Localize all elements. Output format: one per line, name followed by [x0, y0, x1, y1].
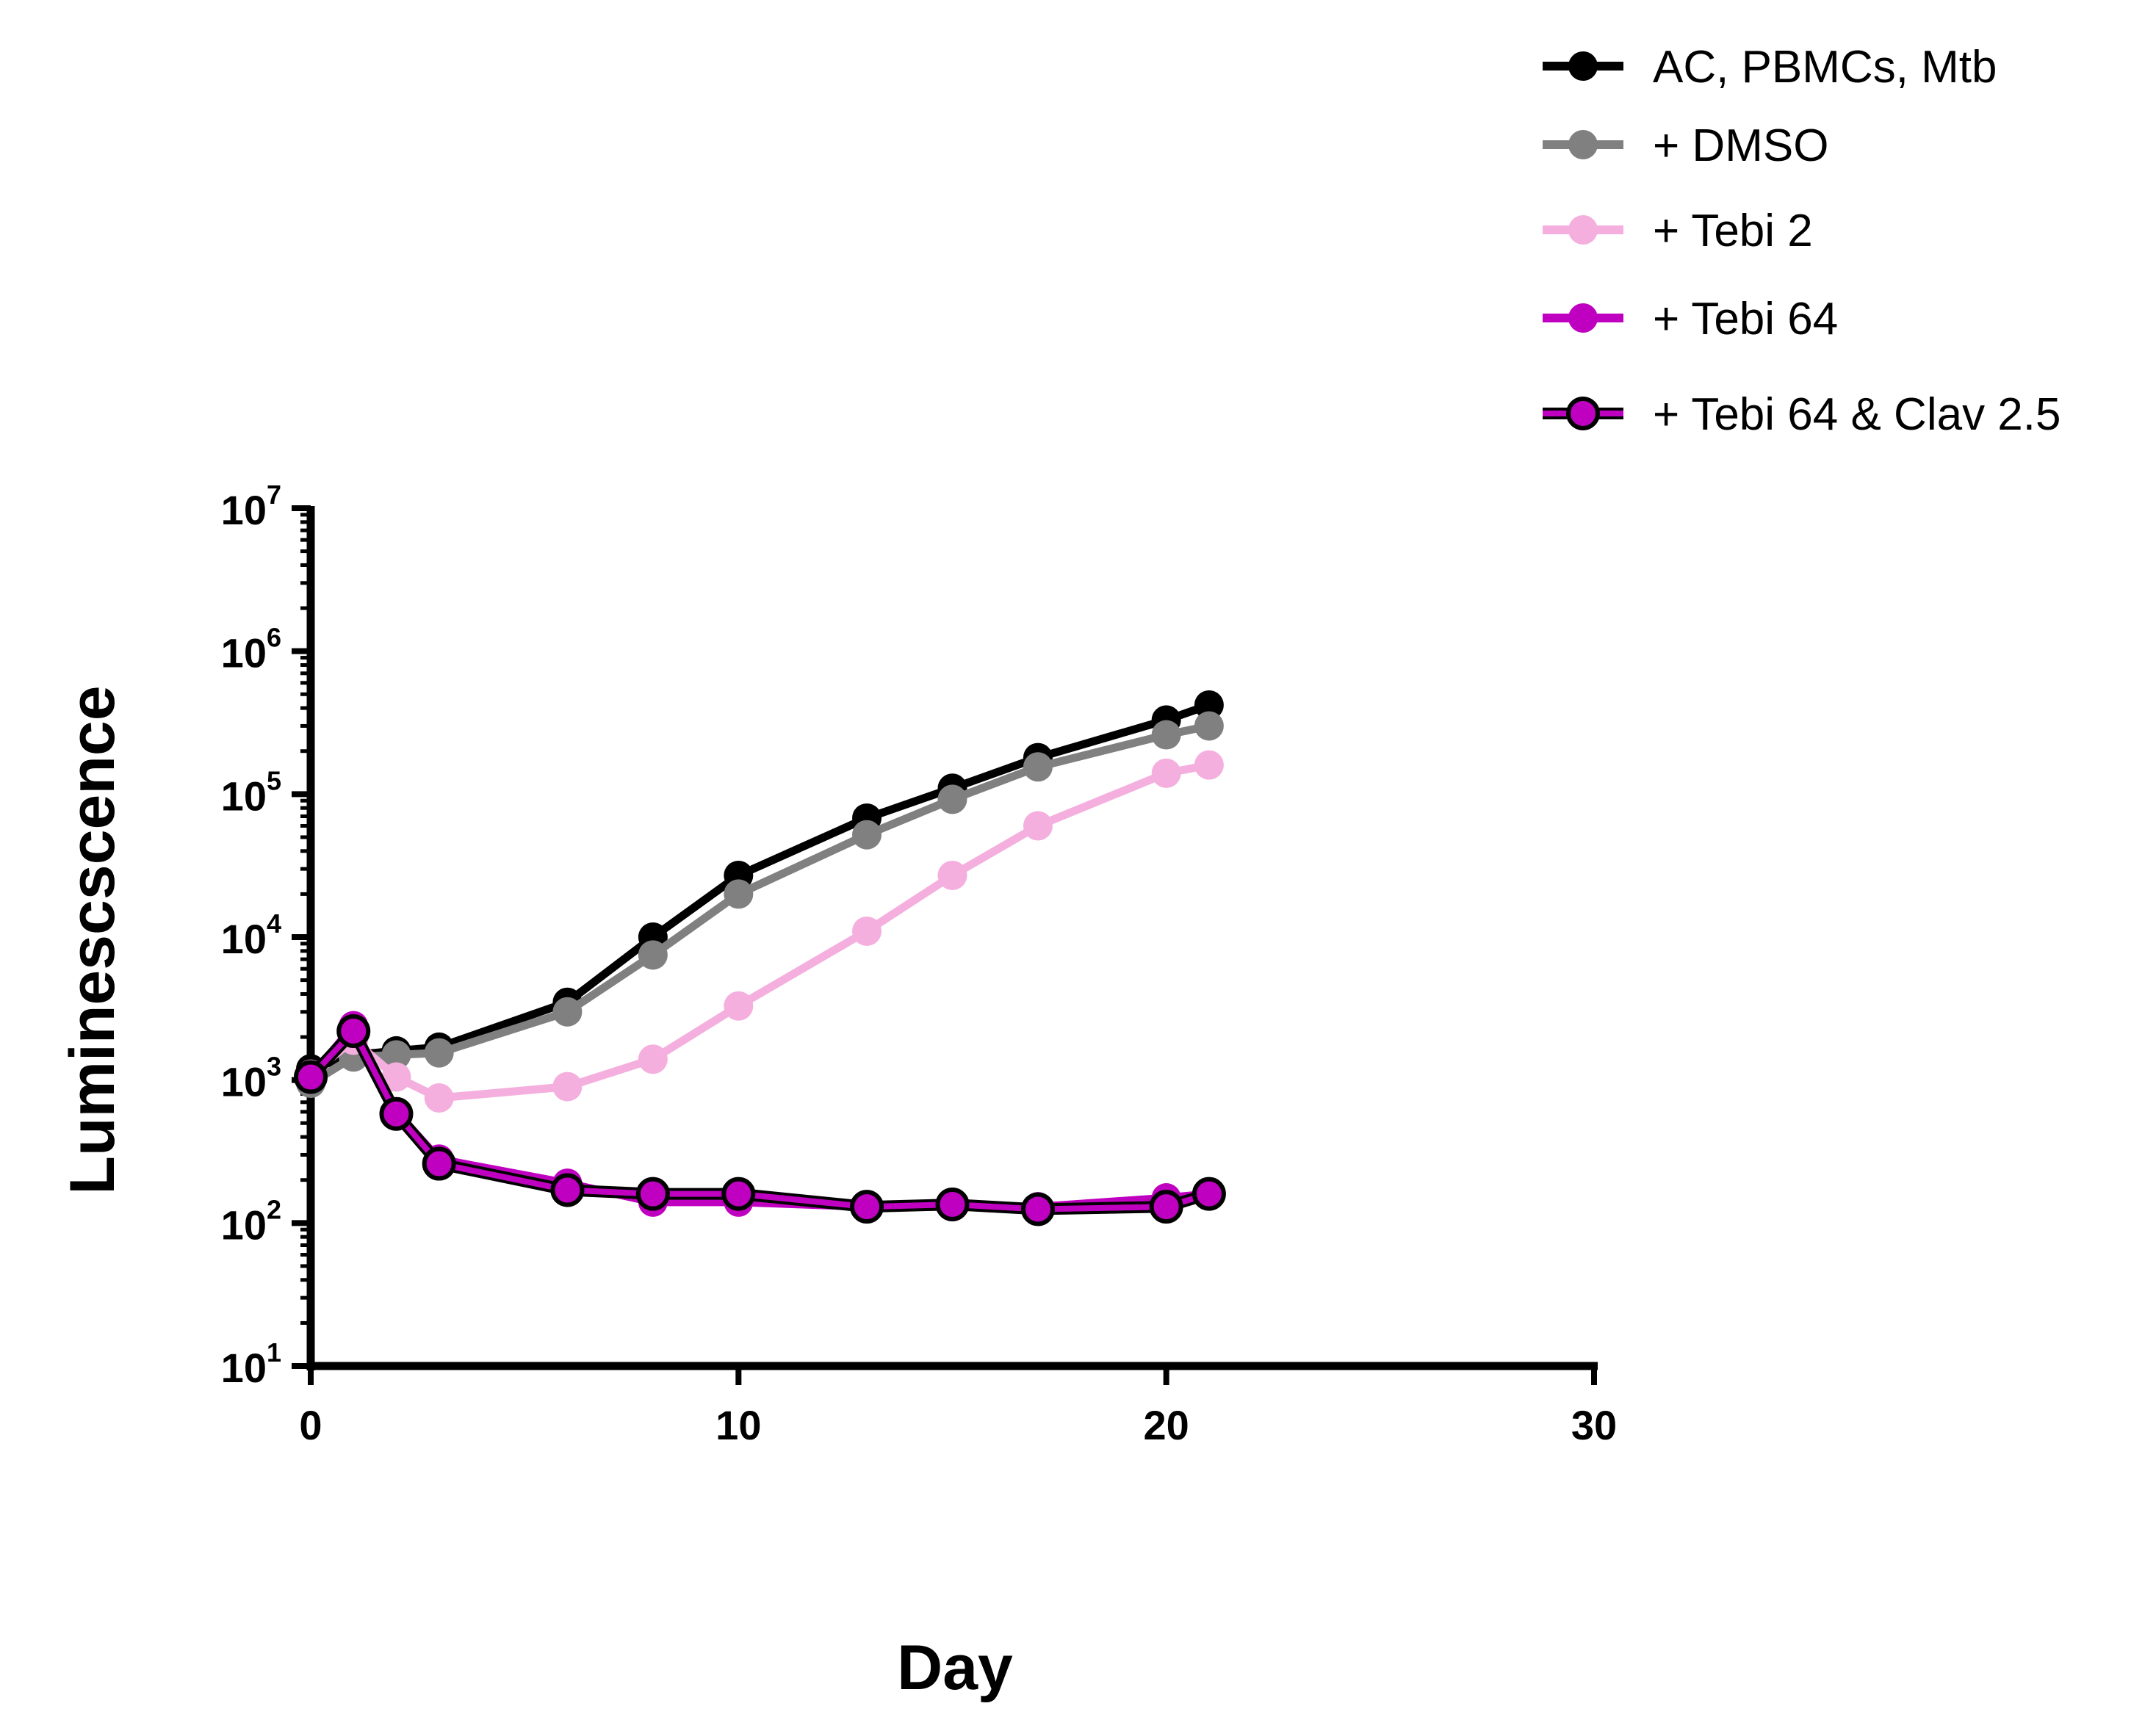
legend-label: + DMSO — [1653, 120, 1828, 171]
legend-marker — [1568, 130, 1598, 159]
data-point — [850, 1190, 884, 1224]
data-point — [1149, 1190, 1183, 1224]
data-point — [381, 1040, 411, 1070]
y-tick-base: 10 — [221, 630, 267, 676]
data-point — [424, 1083, 454, 1113]
data-point — [935, 1187, 970, 1221]
data-point — [1151, 758, 1181, 788]
data-point — [937, 861, 967, 891]
data-point — [852, 820, 882, 850]
data-point — [638, 1044, 668, 1074]
y-tick-base: 10 — [221, 1201, 267, 1248]
data-point — [424, 1038, 454, 1068]
legend-label: + Tebi 2 — [1653, 206, 1813, 256]
y-tick-exponent: 4 — [267, 908, 281, 939]
data-point — [724, 879, 754, 909]
y-axis-title: Luminescscence — [57, 685, 128, 1194]
y-tick-label: 105 — [221, 765, 281, 819]
series-line — [309, 722, 1211, 1087]
data-point — [1023, 752, 1053, 782]
legend-item: + Tebi 64 — [1543, 294, 1838, 344]
x-tick-label: 20 — [1144, 1402, 1189, 1448]
series-5 — [294, 1014, 1226, 1226]
data-point — [721, 1177, 756, 1211]
legend-marker — [1566, 397, 1600, 430]
data-point — [852, 916, 882, 946]
y-tick-base: 10 — [221, 916, 267, 962]
x-tick-label: 0 — [299, 1402, 322, 1448]
data-point — [294, 1060, 328, 1094]
x-axis-title: Day — [897, 1633, 1013, 1703]
y-tick-label: 103 — [221, 1052, 281, 1105]
legend-marker — [1568, 51, 1598, 81]
data-point — [379, 1096, 414, 1131]
x-axis: 0 10 20 30 — [299, 1362, 1617, 1448]
y-tick-exponent: 6 — [267, 623, 281, 653]
data-point — [724, 991, 754, 1021]
data-point — [635, 1177, 670, 1211]
data-point — [1151, 720, 1181, 750]
data-point — [1194, 690, 1224, 720]
data-point — [422, 1146, 456, 1181]
plot-area — [294, 690, 1226, 1226]
y-tick-exponent: 2 — [267, 1194, 281, 1224]
data-point — [1194, 750, 1224, 780]
data-point — [550, 1173, 585, 1207]
data-point — [336, 1014, 371, 1049]
data-point — [552, 1072, 583, 1102]
data-point — [1023, 811, 1053, 841]
data-point — [638, 940, 668, 970]
x-tick-label: 30 — [1571, 1402, 1617, 1448]
legend-label: AC, PBMCs, Mtb — [1653, 42, 1997, 93]
legend-item: + DMSO — [1543, 120, 1828, 171]
y-tick-exponent: 3 — [267, 1052, 281, 1082]
data-point — [937, 784, 967, 814]
y-tick-label: 106 — [221, 623, 281, 676]
y-tick-exponent: 1 — [267, 1337, 281, 1367]
y-tick-base: 10 — [221, 1345, 267, 1391]
legend-item: AC, PBMCs, Mtb — [1543, 42, 1997, 93]
data-point — [381, 1062, 411, 1092]
legend-label: + Tebi 64 & Clav 2.5 — [1653, 389, 2061, 440]
legend-label: + Tebi 64 — [1653, 294, 1838, 344]
data-point — [1191, 1177, 1226, 1211]
y-tick-base: 10 — [221, 1059, 267, 1105]
x-tick-label: 10 — [715, 1402, 761, 1448]
legend-marker — [1568, 215, 1598, 245]
y-tick-exponent: 5 — [267, 765, 281, 795]
y-tick-base: 10 — [221, 487, 267, 533]
y-tick-label: 104 — [221, 908, 281, 962]
data-point — [552, 997, 583, 1027]
series-2 — [296, 711, 1224, 1099]
y-tick-label: 107 — [221, 480, 281, 533]
legend-item: + Tebi 2 — [1543, 206, 1813, 256]
y-tick-label: 101 — [221, 1337, 281, 1391]
data-point — [1194, 711, 1224, 741]
data-point — [1020, 1192, 1055, 1226]
legend-marker — [1568, 303, 1598, 333]
legend-item: + Tebi 64 & Clav 2.5 — [1543, 389, 2061, 440]
y-tick-label: 102 — [221, 1194, 281, 1248]
y-tick-exponent: 7 — [267, 480, 281, 510]
y-tick-base: 10 — [221, 773, 267, 819]
legend: AC, PBMCs, Mtb + DMSO + Tebi 2 + Tebi 64 + T… — [1543, 42, 2061, 440]
series-3 — [296, 750, 1224, 1113]
